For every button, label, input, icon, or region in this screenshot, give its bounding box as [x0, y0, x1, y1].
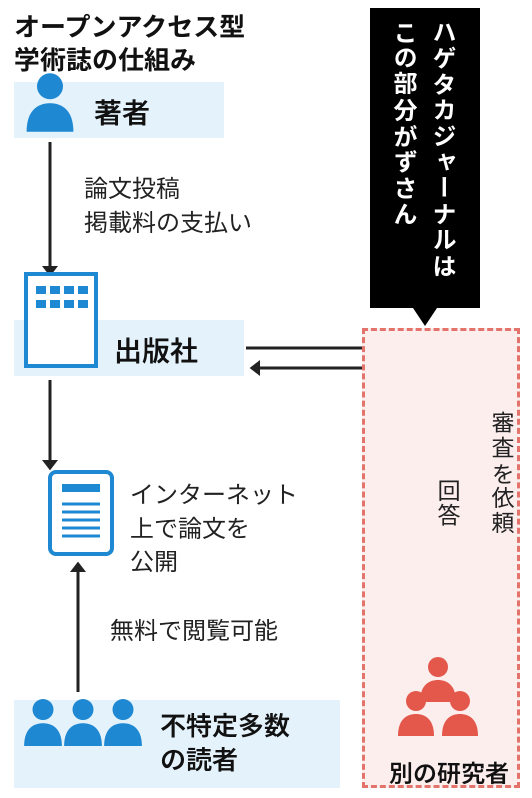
reviewer-icon: [396, 690, 436, 741]
callout-line1: この部分がずさん: [388, 18, 423, 226]
callout-arrow-icon: [413, 308, 437, 326]
diagram-canvas: オープンアクセス型 学術誌の仕組み 著者論文投稿 掲載料の支払い 出版社 インタ…: [0, 0, 532, 798]
author-label: 著者: [94, 92, 150, 132]
document-icon: [48, 470, 114, 561]
free-text: 無料で閲覧可能: [110, 612, 278, 646]
reader-icon: [62, 698, 104, 751]
callout-line2: ハゲタカジャーナルは: [427, 18, 462, 278]
readers-label: 不特定多数 の読者: [160, 708, 290, 776]
review-reply-text: 回答: [432, 478, 466, 528]
reviewer-icon: [440, 690, 480, 741]
reader-icon: [22, 698, 64, 751]
review-request-text: 審査を依頼: [486, 410, 520, 535]
diagram-title: オープンアクセス型 学術誌の仕組み: [14, 10, 245, 75]
author-icon: [24, 72, 76, 137]
publisher-icon: [24, 272, 98, 373]
internet-text: インターネット 上で論文を 公開: [130, 476, 298, 577]
reader-icon: [102, 698, 144, 751]
reviewers-label: 別の研究者: [374, 754, 524, 789]
callout-box: この部分がずさんハゲタカジャーナルは: [370, 8, 480, 308]
submit-text: 論文投稿 掲載料の支払い: [84, 170, 252, 237]
publisher-label: 出版社: [114, 330, 198, 370]
